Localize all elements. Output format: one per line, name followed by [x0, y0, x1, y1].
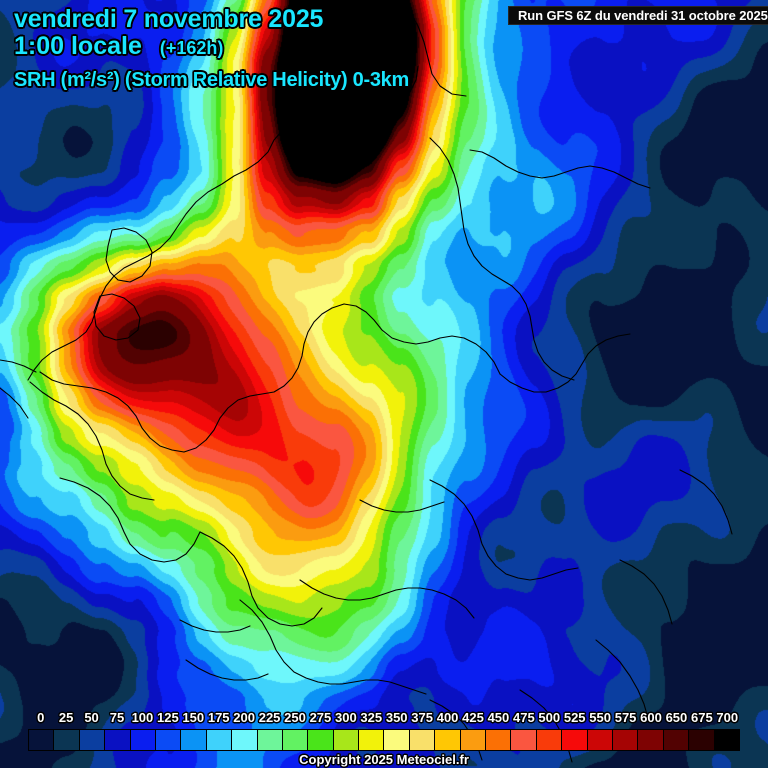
- legend-swatch: [333, 730, 360, 750]
- legend-tick-labels: 0 25 50 75 100 125 150 175 200 225 250 275 300 325 350…: [28, 710, 740, 729]
- legend-swatch: [206, 730, 233, 750]
- legend-swatch: [486, 730, 512, 750]
- legend-swatch: [460, 730, 487, 750]
- legend-swatch: [308, 730, 334, 750]
- legend-swatch: [359, 730, 385, 750]
- legend-swatch: [714, 730, 739, 750]
- legend-tick: 475: [512, 710, 535, 725]
- legend-swatch: [155, 730, 182, 750]
- legend-tick: 75: [109, 710, 125, 725]
- legend-swatch: [181, 730, 207, 750]
- legend-tick: 175: [207, 710, 230, 725]
- legend-tick: 25: [58, 710, 74, 725]
- legend-tick: 350: [385, 710, 408, 725]
- legend-tick: 50: [84, 710, 99, 725]
- legend-swatch: [562, 730, 588, 750]
- legend-tick: 300: [334, 710, 357, 725]
- legend-tick: 375: [411, 710, 433, 725]
- legend-swatch: [29, 730, 55, 750]
- legend-swatch: [689, 730, 715, 750]
- local-time-label: 1:00 locale: [14, 32, 142, 60]
- forecast-time-row: 1:00 locale (+162h): [14, 32, 223, 61]
- legend-swatch: [105, 730, 131, 750]
- parameter-label: SRH (m²/s²) (Storm Relative Helicity) 0-…: [14, 69, 409, 91]
- legend-tick: 100: [131, 710, 154, 725]
- legend-color-bar: [28, 729, 740, 751]
- legend-tick: 125: [156, 710, 179, 725]
- legend-tick: 675: [690, 710, 713, 725]
- legend-tick: 500: [538, 710, 561, 725]
- legend-swatch: [587, 730, 613, 750]
- legend-tick: 400: [436, 710, 459, 725]
- legend-swatch: [536, 730, 563, 750]
- color-scale-legend: 0 25 50 75 100 125 150 175 200 225 250 275 300 325 350…: [28, 710, 740, 752]
- legend-tick: 225: [258, 710, 281, 725]
- legend-tick: 325: [360, 710, 383, 725]
- legend-swatch: [435, 730, 461, 750]
- legend-swatch: [130, 730, 156, 750]
- model-run-badge: Run GFS 6Z du vendredi 31 octobre 2025: [508, 6, 768, 25]
- legend-swatch: [511, 730, 537, 750]
- page-title: vendredi 7 novembre 2025: [14, 5, 324, 33]
- legend-tick: 275: [309, 710, 332, 725]
- legend-swatch: [409, 730, 436, 750]
- legend-swatch: [612, 730, 639, 750]
- legend-tick: 450: [487, 710, 510, 725]
- legend-swatch: [384, 730, 410, 750]
- legend-tick: 150: [182, 710, 205, 725]
- legend-tick: 250: [284, 710, 306, 725]
- legend-swatch: [663, 730, 690, 750]
- legend-tick: 600: [640, 710, 662, 725]
- legend-swatch: [282, 730, 309, 750]
- copyright-notice: Copyright 2025 Meteociel.fr: [299, 752, 469, 767]
- legend-swatch: [257, 730, 283, 750]
- legend-tick: 550: [589, 710, 611, 725]
- legend-swatch: [54, 730, 80, 750]
- lead-time-label: (+162h): [159, 38, 224, 58]
- legend-tick: 575: [614, 710, 637, 725]
- legend-tick: 525: [563, 710, 586, 725]
- legend-swatch: [232, 730, 258, 750]
- legend-swatch: [638, 730, 664, 750]
- legend-tick: 700: [716, 710, 739, 725]
- legend-tick: 0: [37, 710, 45, 725]
- legend-tick: 425: [462, 710, 484, 725]
- legend-tick: 650: [665, 710, 688, 725]
- legend-swatch: [79, 730, 106, 750]
- model-run-label: Run GFS 6Z du vendredi 31 octobre 2025: [518, 8, 768, 23]
- legend-tick: 200: [233, 710, 255, 725]
